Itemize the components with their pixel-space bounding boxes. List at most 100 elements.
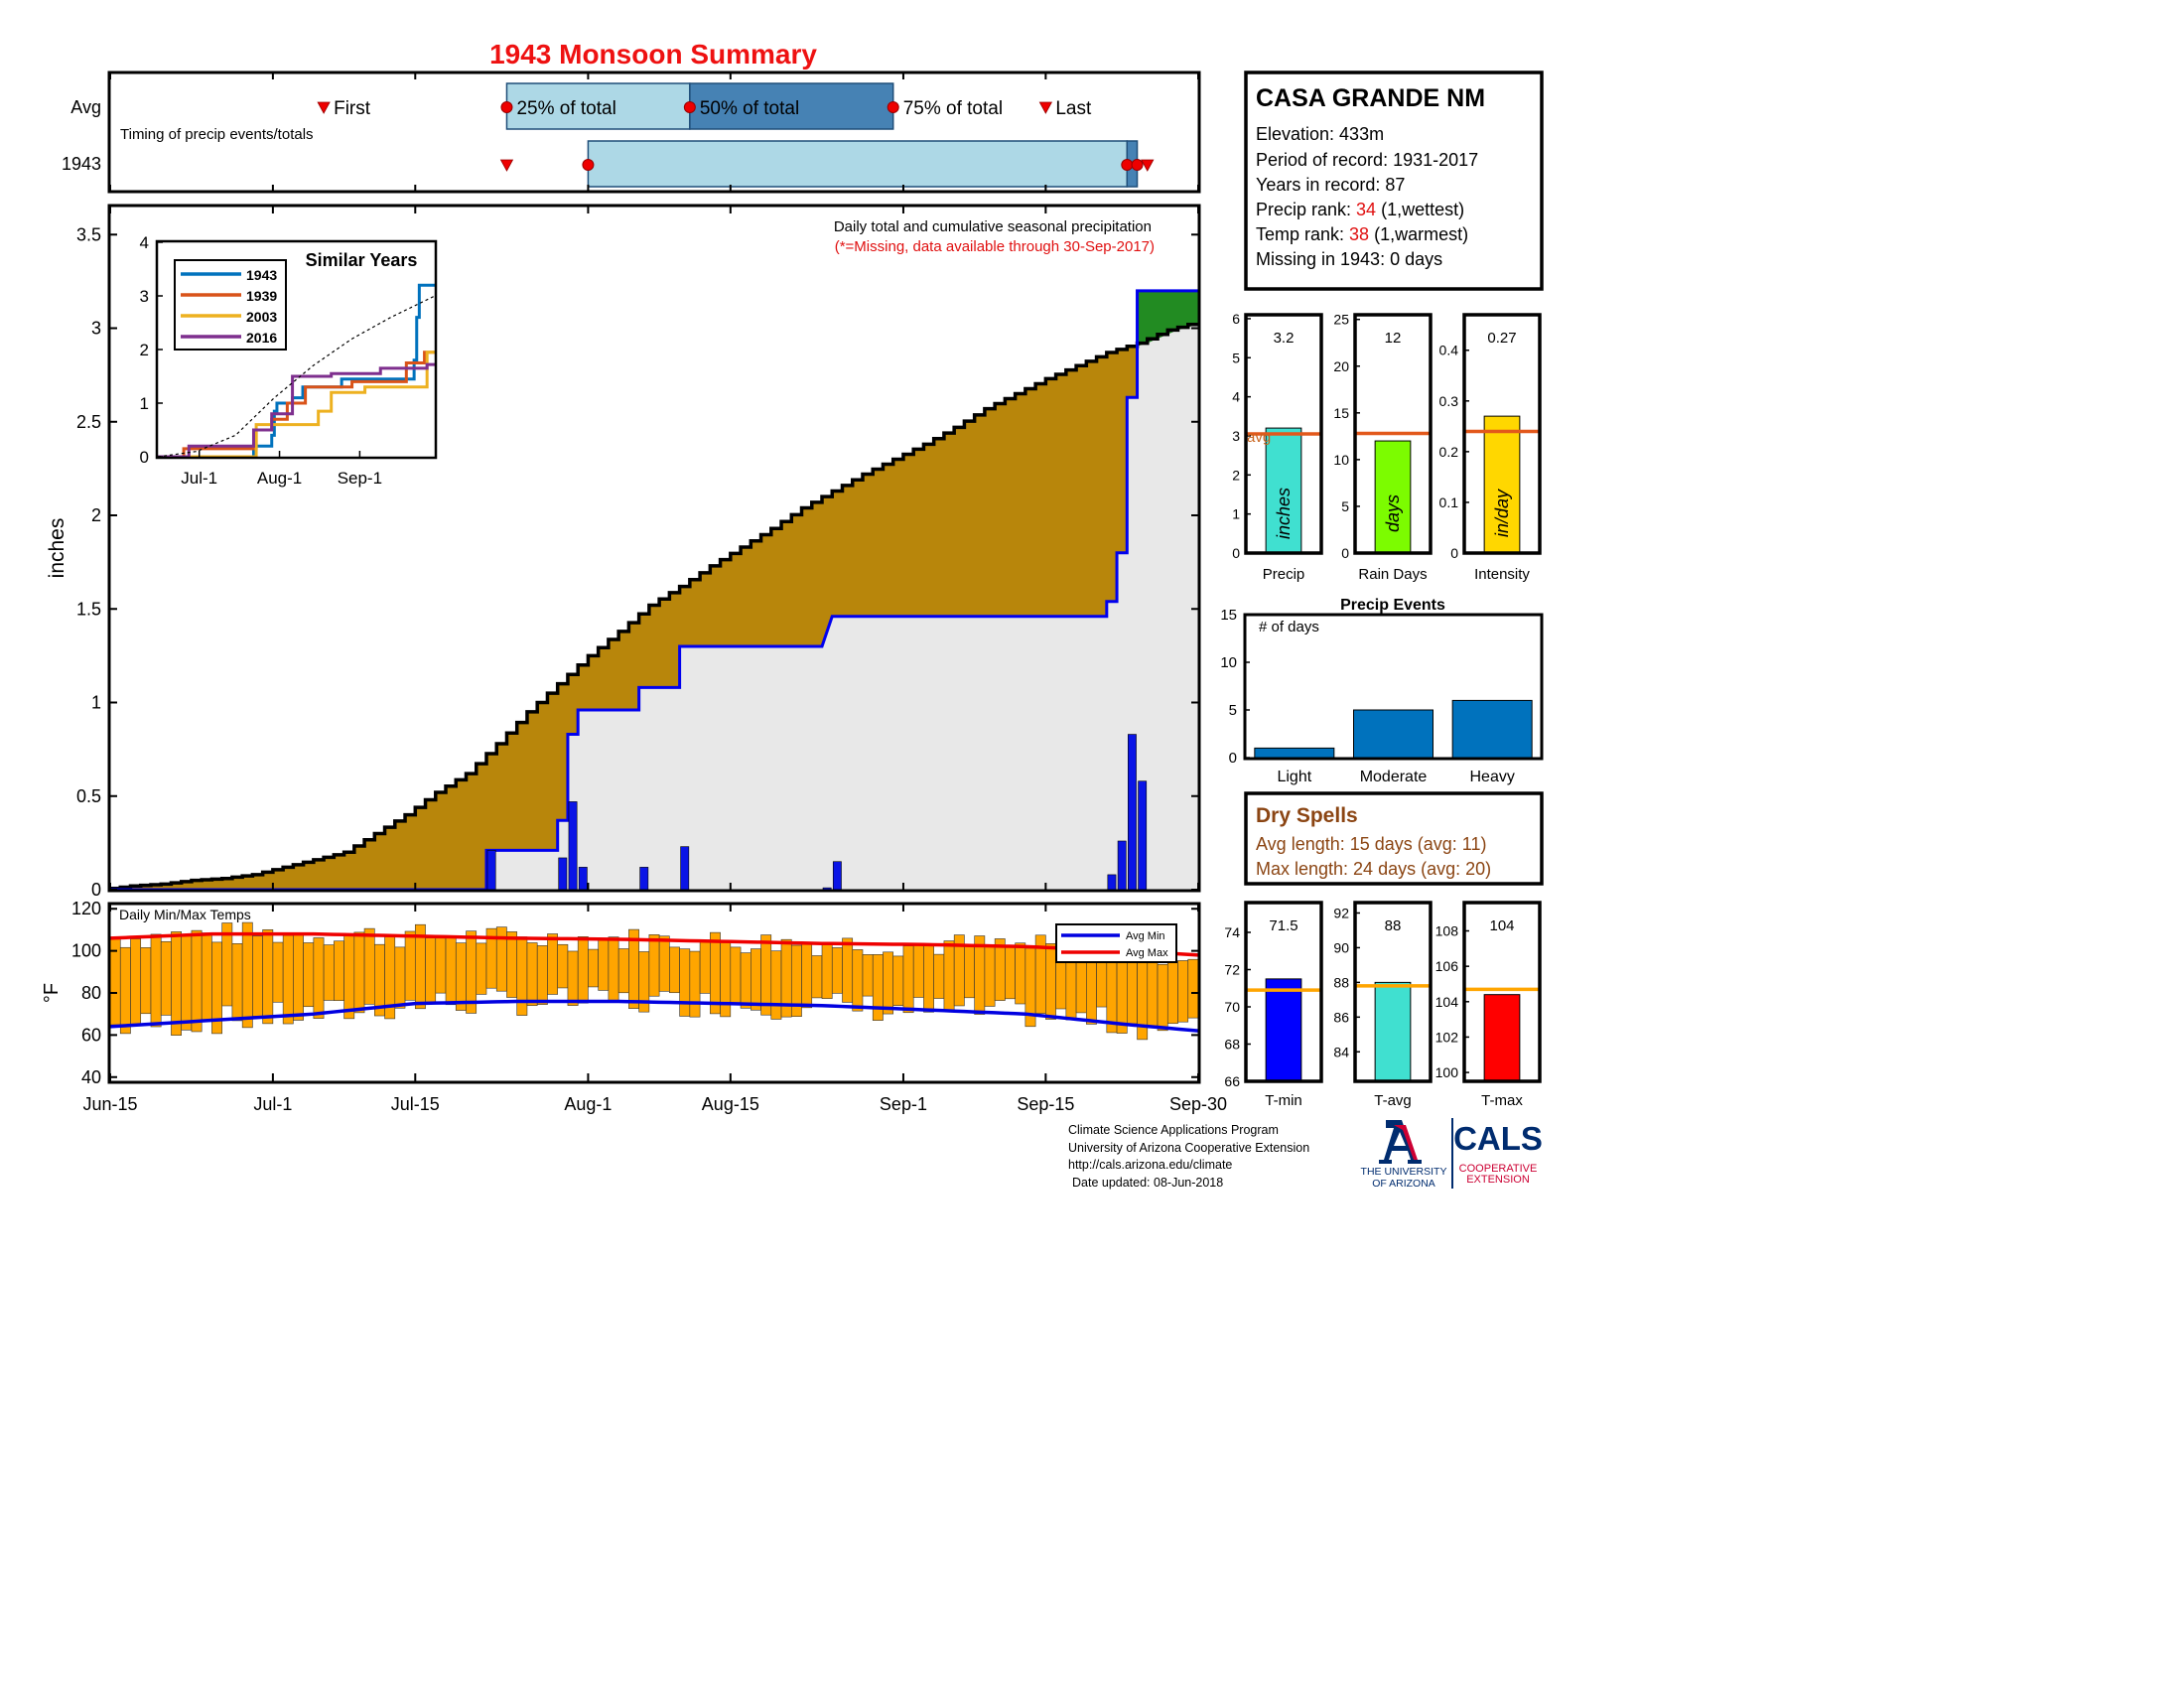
timing-x-ticks bbox=[109, 72, 1199, 192]
dry-spells-avg-length: Avg length: 15 days (avg: 11) bbox=[1256, 834, 1486, 854]
stat-y-tick-label: 104 bbox=[1435, 994, 1459, 1010]
daily-temp-bar bbox=[476, 942, 487, 995]
timing-label-q75: 75% of total bbox=[903, 98, 1003, 119]
daily-temp-bar bbox=[658, 935, 670, 992]
stat-value-label: 12 bbox=[1385, 330, 1402, 347]
daily-temp-bar bbox=[1166, 960, 1178, 1025]
station-name: CASA GRANDE NM bbox=[1256, 84, 1485, 112]
temp-y-tick-label: 60 bbox=[81, 1025, 101, 1045]
timing-year-last-marker bbox=[1141, 159, 1155, 172]
timing-row-avg: Avg bbox=[70, 97, 101, 117]
stat-y-tick-label: 0.3 bbox=[1439, 393, 1459, 409]
avg-cumulative-line bbox=[108, 323, 1198, 891]
daily-temp-bar bbox=[1157, 963, 1168, 1032]
daily-temp-bar bbox=[404, 930, 416, 1001]
precip-events-plot: Light Moderate Heavy 0 5 10 15 bbox=[1220, 607, 1533, 785]
daily-temp-bar bbox=[323, 944, 335, 1001]
stat-y-tick-label: 0 bbox=[1341, 545, 1349, 561]
daily-temp-bar bbox=[943, 940, 955, 1012]
timing-panel: Avg 1943 Timing of precip events/totals … bbox=[62, 70, 1201, 194]
daily-precip-bar bbox=[832, 861, 842, 891]
inset-x-tick-label: Sep-1 bbox=[338, 469, 382, 488]
precip-y-ticks: 0 0.5 1 1.5 2 2.5 3 3.5 bbox=[76, 206, 1199, 900]
station-elevation: Elevation: 433m bbox=[1256, 124, 1384, 144]
timing-year-q50-marker bbox=[1121, 159, 1134, 171]
daily-temp-bar bbox=[892, 955, 904, 1007]
stat-name-label: Precip bbox=[1263, 566, 1305, 583]
daily-temp-bar bbox=[699, 939, 711, 994]
stat-value-bar bbox=[1265, 978, 1302, 1082]
daily-temp-bar bbox=[648, 934, 660, 997]
precip-event-y-label: 10 bbox=[1220, 654, 1237, 671]
stat-value-label: 0.27 bbox=[1487, 330, 1516, 347]
daily-precip-bar bbox=[568, 801, 578, 891]
timing-label-first: First bbox=[334, 98, 371, 119]
station-precip-rank: Precip rank: 34 (1,wettest) bbox=[1256, 200, 1464, 219]
stat-value-bar bbox=[1374, 440, 1412, 554]
daily-precip-bar bbox=[1107, 874, 1117, 891]
timing-avg-q1-box bbox=[505, 82, 691, 130]
precip-y-tick-label: 3 bbox=[91, 319, 101, 339]
daily-temp-bar bbox=[933, 953, 945, 999]
station-temp-rank: Temp rank: 38 (1,warmest) bbox=[1256, 224, 1468, 244]
precip-event-category: Light bbox=[1277, 769, 1311, 785]
stat-name-label: T-min bbox=[1265, 1092, 1302, 1109]
daily-temp-bar bbox=[252, 935, 263, 1017]
stat-y-tick-label: 0.2 bbox=[1439, 444, 1459, 460]
timing-avg-q2-box bbox=[689, 82, 894, 130]
stat-y-tick-label: 66 bbox=[1224, 1073, 1240, 1089]
daily-temp-bar bbox=[547, 933, 558, 995]
precip-y-tick-label: 0.5 bbox=[76, 786, 101, 806]
date-axis-labels: Jun-15 Jul-1 Jul-15 Aug-1 Aug-15 Sep-1 Sep-15 S… bbox=[82, 1094, 1227, 1114]
daily-temp-bar bbox=[394, 946, 406, 1009]
stat-plot-frame bbox=[1244, 313, 1323, 555]
legend-avg-max: Avg Max bbox=[1126, 947, 1168, 959]
stat-plot-frame bbox=[1462, 313, 1542, 555]
stat-plot-frame bbox=[1353, 901, 1433, 1083]
daily-temp-bar bbox=[730, 946, 742, 1005]
dry-spells-box: Dry Spells Avg length: 15 days (avg: 11)… bbox=[1244, 791, 1544, 886]
daily-temp-bar bbox=[262, 928, 274, 1025]
precip-event-y-label: 5 bbox=[1229, 702, 1237, 719]
timing-caption: Timing of precip events/totals bbox=[120, 126, 314, 143]
year-cumulative-area bbox=[110, 290, 1198, 891]
daily-temp-bar bbox=[608, 936, 619, 1003]
daily-temp-bar bbox=[526, 942, 538, 1007]
timing-label-q25: 25% of total bbox=[516, 98, 615, 119]
timing-avg-q75-marker bbox=[887, 101, 899, 113]
university-of-arizona-logo: THE UNIVERSITY OF ARIZONA bbox=[1361, 1120, 1446, 1190]
timing-avg-q25-marker bbox=[500, 101, 513, 113]
similar-legend-label: 1939 bbox=[246, 288, 277, 304]
precip-event-bar bbox=[1451, 699, 1533, 759]
daily-precip-bar bbox=[639, 867, 649, 891]
year-cumulative-line bbox=[110, 289, 1198, 892]
stat-name-label: Rain Days bbox=[1358, 566, 1427, 583]
stat-precip-chart: 3.2 Precip 0 1 2 3 4 5 6 inches avg bbox=[1232, 311, 1323, 583]
stat-y-tick-label: 102 bbox=[1435, 1029, 1459, 1045]
station-info-box: CASA GRANDE NM Elevation: 433m Period of… bbox=[1244, 70, 1544, 291]
daily-temp-bar bbox=[150, 933, 162, 1028]
date-tick-label: Sep-15 bbox=[1017, 1094, 1074, 1114]
stat-value-label: 3.2 bbox=[1274, 330, 1295, 347]
stat-y-tick-label: 88 bbox=[1333, 974, 1349, 990]
footer-line-1: Climate Science Applications Program bbox=[1068, 1123, 1279, 1137]
daily-precip-bar bbox=[578, 867, 588, 891]
daily-temp-bar bbox=[1045, 943, 1056, 1020]
avg-area-tail bbox=[1137, 324, 1198, 890]
stat-tmax-chart: 104 T-max 100 102 104 106 108 bbox=[1435, 901, 1542, 1109]
stat-value-bar bbox=[1265, 427, 1302, 554]
footer-line-3: http://cals.arizona.edu/climate bbox=[1068, 1158, 1233, 1172]
daily-temp-bar bbox=[516, 936, 528, 1016]
daily-temp-bar bbox=[801, 943, 813, 1009]
daily-temp-bar bbox=[435, 937, 447, 994]
similar-legend-label: 2003 bbox=[246, 309, 277, 325]
stat-y-tick-label: 86 bbox=[1333, 1009, 1349, 1025]
year-above-avg-area bbox=[1137, 290, 1198, 347]
stat-y-tick-label: 0.4 bbox=[1439, 343, 1459, 358]
daily-temp-bar bbox=[577, 936, 589, 1004]
daily-temp-bar bbox=[1086, 960, 1097, 1025]
inset-y-tick-label: 1 bbox=[140, 394, 149, 413]
precip-event-bar bbox=[1353, 709, 1433, 759]
daily-temp-bar bbox=[770, 950, 782, 1020]
